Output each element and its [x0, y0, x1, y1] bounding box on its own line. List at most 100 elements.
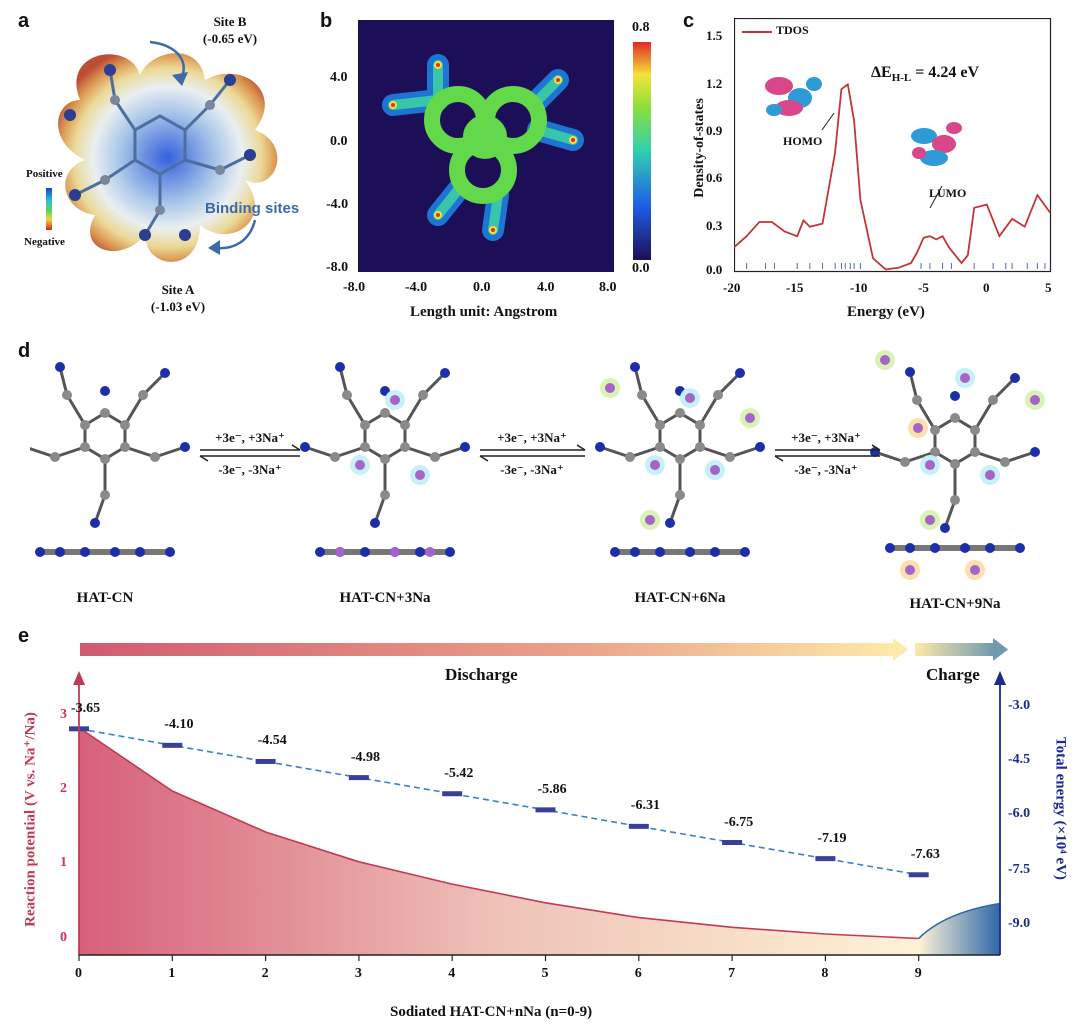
site-b-label: Site B — [213, 14, 247, 29]
b-xtick-2: -4.0 — [405, 280, 428, 295]
energy-point — [255, 758, 276, 764]
b-xtick-3: 0.0 — [473, 280, 491, 295]
x-tick-label: 5 — [541, 966, 549, 981]
x-tick-label: 9 — [914, 966, 922, 981]
mol-hatcn-9na-side — [885, 543, 1025, 553]
x-tick-label: 2 — [261, 966, 269, 981]
esp-surface — [58, 53, 278, 262]
charge-area — [918, 903, 1000, 955]
e-lt-1: 1 — [60, 855, 67, 870]
e-lt-2: 2 — [60, 781, 67, 796]
c-ytick-2: 0.6 — [706, 170, 723, 185]
energy-point — [908, 872, 929, 878]
lumo-label: LUMO — [929, 186, 967, 200]
energy-value-label: -4.98 — [350, 749, 381, 765]
mol-hatcn-side — [35, 547, 175, 557]
binding-sites-label: Binding sites — [205, 200, 300, 217]
molecule-sequence — [30, 350, 1045, 580]
x-tick-label: 7 — [728, 966, 736, 981]
b-ytick-2: 0.0 — [330, 134, 348, 149]
panel-letter-c: c — [683, 10, 695, 32]
x-tick-label: 8 — [821, 966, 829, 981]
mol-hatcn-9na — [868, 365, 1042, 535]
label-hatcn-9na: HAT-CN+9Na — [909, 596, 1001, 612]
tdos-series-line — [734, 82, 1051, 271]
energy-value-label: -3.65 — [71, 700, 101, 716]
left-ylabel: Reaction potential (V vs. Na⁺/Na) — [22, 712, 39, 927]
e-rt-2: -6.0 — [1008, 806, 1031, 821]
discharge-arrow — [80, 643, 895, 656]
b-xtick-5: 8.0 — [599, 280, 617, 295]
charge-curve — [918, 902, 1001, 940]
homo-orbital — [765, 77, 822, 116]
label-hatcn-3na: HAT-CN+3Na — [339, 590, 431, 606]
cbar-max: 0.8 — [632, 20, 650, 35]
energy-point — [535, 807, 556, 813]
label-hatcn-6na: HAT-CN+6Na — [634, 590, 726, 606]
esp-legend-bar — [46, 188, 52, 230]
b-ytick-1: 4.0 — [330, 70, 348, 85]
site-a-label: Site A — [161, 282, 195, 297]
arrow-1-backward: -3e⁻, -3Na⁺ — [218, 462, 282, 477]
e-rt-0: -3.0 — [1008, 698, 1031, 713]
panel-letter-b: b — [320, 10, 333, 32]
energy-value-label: -7.63 — [910, 846, 940, 862]
e-xlabel: Sodiated HAT-CN+nNa (n=0-9) — [390, 1004, 593, 1020]
c-ylabel: Density-of-states — [692, 98, 707, 198]
mol-hatcn — [30, 360, 192, 530]
c-ytick-0: 0.0 — [706, 262, 723, 277]
energy-value-label: -5.42 — [444, 765, 474, 781]
reaction-potential-curve — [78, 727, 919, 940]
elf-map — [358, 20, 614, 272]
c-ytick-4: 1.2 — [706, 76, 723, 91]
e-rt-3: -7.5 — [1008, 862, 1031, 877]
energy-point — [162, 742, 183, 748]
charge-arrow — [915, 643, 995, 656]
x-tick-label: 4 — [448, 966, 456, 981]
c-xtick-3: -5 — [918, 280, 929, 295]
c-xtick-1: -15 — [786, 280, 804, 295]
reaction-potential-area — [79, 727, 919, 955]
reaction-arrows — [199, 444, 881, 462]
tdos-plot — [734, 18, 1052, 273]
panel-letter-a: a — [18, 10, 30, 32]
charge-label: Charge — [926, 665, 980, 684]
sodiation-plot — [69, 638, 1008, 961]
c-ytick-3: 0.9 — [706, 123, 723, 138]
b-ytick-4: -8.0 — [326, 260, 349, 275]
x-tick-label: 3 — [354, 966, 362, 981]
mol-hatcn-6na — [593, 360, 767, 530]
discharge-label: Discharge — [445, 665, 518, 684]
b-xlabel: Length unit: Angstrom — [410, 304, 558, 320]
x-tick-label: 0 — [75, 966, 82, 981]
mol-hatcn-6na-side — [610, 547, 750, 557]
cbar-min: 0.0 — [632, 261, 650, 276]
mol-hatcn-3na — [298, 360, 472, 530]
c-xlabel: Energy (eV) — [847, 304, 925, 320]
lumo-arrow — [929, 185, 943, 209]
energy-value-label: -6.75 — [724, 814, 754, 830]
homo-arrow — [821, 112, 835, 131]
esp-map — [46, 40, 278, 262]
tdos-legend: TDOS — [776, 23, 809, 37]
site-a-value: (-1.03 eV) — [150, 299, 206, 314]
lumo-orbital — [911, 122, 962, 166]
elf-colorbar — [633, 42, 651, 260]
site-b-value: (-0.65 eV) — [202, 31, 258, 46]
homo-label: HOMO — [783, 134, 823, 148]
panel-letter-e: e — [18, 625, 30, 647]
panel-letter-d: d — [18, 340, 31, 362]
energy-value-label: -4.10 — [164, 717, 194, 733]
energy-value-label: -6.31 — [630, 798, 660, 814]
c-xtick-2: -10 — [850, 280, 868, 295]
x-tick-label: 6 — [634, 966, 642, 981]
total-energy-line — [78, 728, 919, 876]
label-hatcn: HAT-CN — [76, 590, 134, 606]
b-xtick-4: 4.0 — [537, 280, 555, 295]
energy-point — [348, 775, 369, 781]
energy-value-label: -5.86 — [537, 781, 567, 797]
energy-point — [722, 840, 743, 845]
c-xtick-0: -20 — [723, 280, 741, 295]
energy-point — [628, 823, 649, 829]
e-rt-1: -4.5 — [1008, 752, 1031, 767]
